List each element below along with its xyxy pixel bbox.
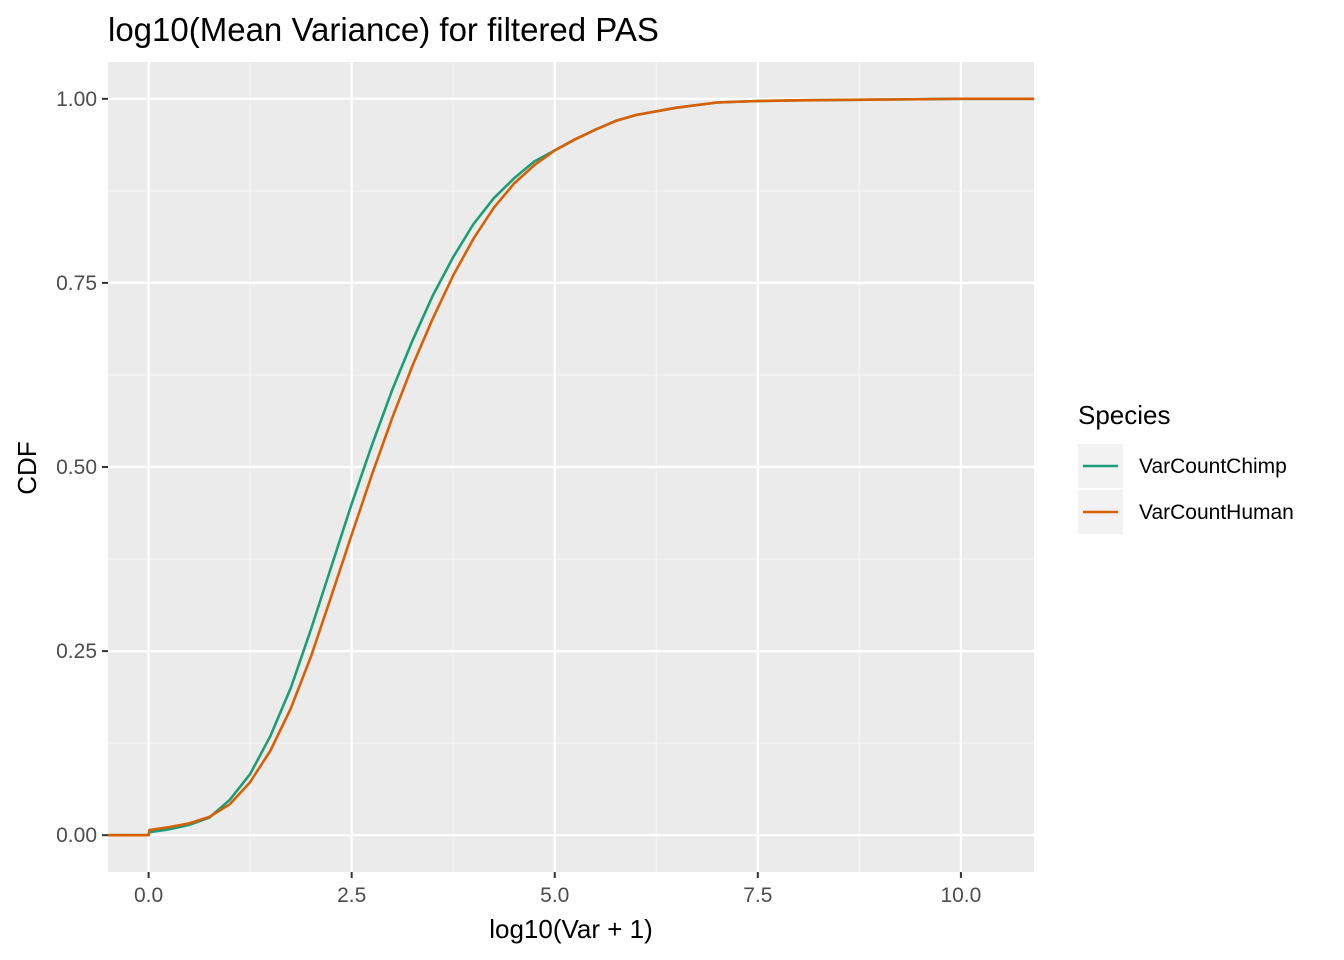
legend-label: VarCountHuman (1139, 501, 1294, 524)
x-axis-title: log10(Var + 1) (489, 914, 653, 944)
x-tick-label: 0.0 (134, 884, 163, 907)
y-tick-label: 1.00 (56, 88, 97, 111)
legend: Species VarCountChimp VarCountHuman (1078, 400, 1294, 534)
legend-label: VarCountChimp (1139, 455, 1287, 478)
x-axis: 0.0 2.5 5.0 7.5 10.0 (134, 872, 981, 907)
x-tick-label: 2.5 (337, 884, 366, 907)
x-tick-label: 7.5 (743, 884, 772, 907)
y-tick-label: 0.50 (56, 456, 97, 479)
y-tick-label: 0.75 (56, 272, 97, 295)
y-axis-title: CDF (12, 441, 42, 494)
legend-title: Species (1078, 400, 1171, 430)
y-axis: 0.00 0.25 0.50 0.75 1.00 (56, 88, 108, 847)
x-tick-label: 5.0 (540, 884, 569, 907)
series-line-varcounthuman (108, 97, 1034, 837)
major-gridlines (108, 62, 1034, 872)
x-tick-label: 10.0 (940, 884, 981, 907)
y-tick-label: 0.00 (56, 824, 97, 847)
chart-title: log10(Mean Variance) for filtered PAS (108, 11, 659, 48)
y-tick-label: 0.25 (56, 640, 97, 663)
series-lines (108, 97, 1034, 837)
